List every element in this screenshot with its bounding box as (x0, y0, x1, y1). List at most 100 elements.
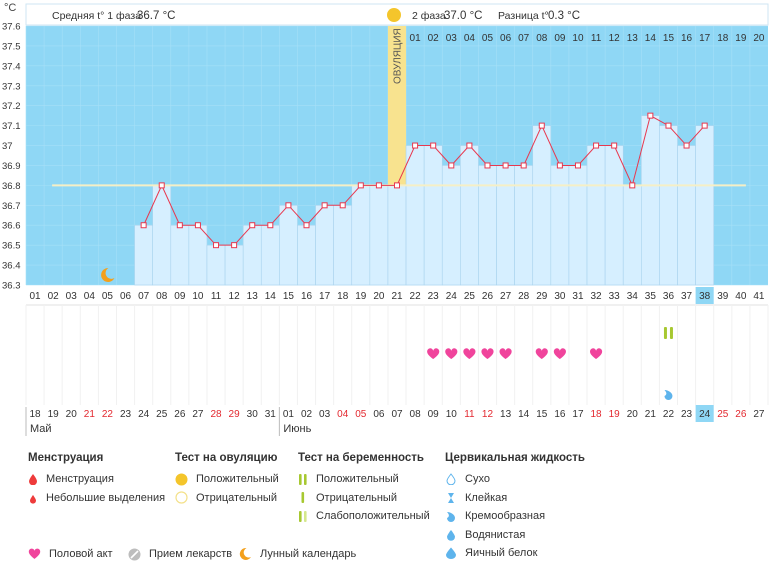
legend-item-sticky: Клейкая (445, 489, 585, 508)
cycle-day-label: 01 (29, 291, 41, 302)
cycle-day-label: 26 (482, 291, 494, 302)
calendar-day-label: 15 (536, 409, 548, 420)
pregnancy-test-stripe (669, 327, 673, 339)
cycle-day-label: 09 (174, 291, 186, 302)
cycle-day-label: 21 (391, 291, 403, 302)
cycle-day-label: 39 (717, 291, 729, 302)
temperature-point (249, 222, 256, 229)
luteal-day-label: 18 (717, 33, 729, 44)
cycle-day-label: 19 (355, 291, 367, 302)
legend-item-label: Половой акт (49, 548, 113, 561)
temperature-point (231, 242, 238, 249)
temperature-point (176, 222, 183, 229)
temperature-point (683, 142, 690, 149)
cycle-day-label: 16 (301, 291, 313, 302)
cycle-day-label: 10 (192, 291, 204, 302)
temperature-line (143, 114, 706, 246)
cycle-day-label: 32 (591, 291, 603, 302)
calendar-day-label: 27 (192, 409, 204, 420)
calendar-day-label: 21 (645, 409, 657, 420)
legend-item-intercourse: Половой акт (28, 545, 128, 564)
calendar-day-label: 20 (627, 409, 639, 420)
luteal-day-label: 13 (627, 33, 639, 44)
temperature-point (466, 142, 473, 149)
temperature-point (556, 162, 563, 169)
luteal-day-labels: 01 02 03 04 05 06 07 08 09 10 11 12 13 14 15 16 17 18 19 20 (410, 33, 765, 44)
egg-white-drop-icon (446, 547, 456, 560)
y-tick-label: 36.3 (2, 281, 21, 292)
cycle-day-label: 17 (319, 291, 331, 302)
legend-item-menstruation: Менструация (28, 470, 165, 489)
cycle-day-label: 34 (627, 291, 639, 302)
legend-item-label: Прием лекарств (149, 548, 233, 561)
cycle-day-label: 35 (645, 291, 657, 302)
legend-cervical-fluid: Цервикальная жидкость Сухо Клейкая Кремо… (445, 452, 585, 563)
y-tick-label: 37.3 (2, 81, 21, 92)
calendar-day-label: 05 (355, 409, 367, 420)
temperature-bar (441, 165, 461, 286)
bbt-chart: °C Средняя t° 1 фаза 36.7 °C 2 фаза 37.0… (2, 2, 769, 436)
luteal-day-label: 09 (554, 33, 566, 44)
y-tick-label: 37.6 (2, 22, 21, 33)
calendar-day-labels: 18 19 20 21 22 23 24 25 26 27 28 29 30 31 01 02 03 04 05 06… (29, 409, 764, 420)
legend-item-label: Клейкая (465, 491, 508, 504)
y-tick-label: 37.5 (2, 41, 21, 52)
creamy-drop-icon (447, 512, 455, 523)
calendar-day-label: 23 (681, 409, 693, 420)
cycle-day-label: 22 (410, 291, 422, 302)
single-stripe-icon (301, 492, 305, 504)
calendar-day-label: 09 (428, 409, 440, 420)
cycle-day-label: 11 (211, 291, 222, 302)
calendar-day-label: 16 (554, 409, 566, 420)
legend-item-lh-positive: Положительный (175, 470, 279, 489)
legend-ovulation-test: Тест на овуляцию Положительный Отрицател… (175, 452, 279, 507)
legend-cervical-fluid-title: Цервикальная жидкость (445, 452, 585, 464)
calendar-day-label: 28 (210, 409, 222, 420)
heart-icon (499, 348, 512, 359)
cycle-day-label: 15 (283, 291, 295, 302)
luteal-day-label: 11 (591, 33, 602, 44)
pregnancy-test-stripe (663, 327, 667, 339)
temperature-difference-value: 0.3 °C (548, 10, 580, 22)
legend-item-label: Отрицательный (196, 491, 277, 504)
temperature-point (339, 202, 346, 209)
temperature-point (430, 142, 437, 149)
cycle-day-label: 36 (663, 291, 675, 302)
calendar-day-label: 19 (609, 409, 621, 420)
heart-icon (28, 548, 41, 560)
calendar-day-label: 21 (84, 409, 96, 420)
filled-circle-icon (175, 473, 188, 486)
cycle-day-label: 02 (48, 291, 60, 302)
legend-item-label: Небольшие выделения (46, 491, 166, 504)
temperature-bar (550, 165, 570, 286)
calendar-day-label: 18 (591, 409, 603, 420)
moon-icon (101, 267, 115, 282)
faint-stripe-icon (299, 510, 307, 522)
luteal-day-label: 14 (645, 33, 657, 44)
legend-item-label: Сухо (465, 473, 490, 486)
cycle-day-label: 18 (337, 291, 349, 302)
legend-pregnancy-test-title: Тест на беременность (298, 452, 424, 464)
month-label: Июнь (283, 423, 311, 435)
calendar-day-label: 25 (717, 409, 729, 420)
heart-icon (553, 348, 566, 359)
temperature-point (375, 182, 382, 189)
y-tick-label: 37 (2, 141, 13, 152)
empty-circle-icon (175, 491, 188, 504)
cycle-day-label: 37 (681, 291, 693, 302)
calendar-day-label: 04 (337, 409, 349, 420)
legend-item-label: Лунный календарь (260, 548, 357, 561)
temperature-bar (460, 145, 479, 286)
temperature-point (194, 222, 201, 229)
luteal-day-label: 20 (753, 33, 765, 44)
y-axis-unit: °C (4, 2, 16, 14)
legend-item-spotting: Небольшие выделения (28, 489, 165, 508)
calendar-day-label: 24 (138, 409, 150, 420)
legend-item-label: Яичный белок (465, 547, 538, 560)
calendar-day-label: 02 (301, 409, 313, 420)
calendar-day-label: 01 (283, 409, 295, 420)
cycle-day-label: 23 (428, 291, 440, 302)
cycle-day-label: 06 (120, 291, 132, 302)
luteal-day-label: 04 (464, 33, 476, 44)
calendar-day-label: 10 (446, 409, 458, 420)
